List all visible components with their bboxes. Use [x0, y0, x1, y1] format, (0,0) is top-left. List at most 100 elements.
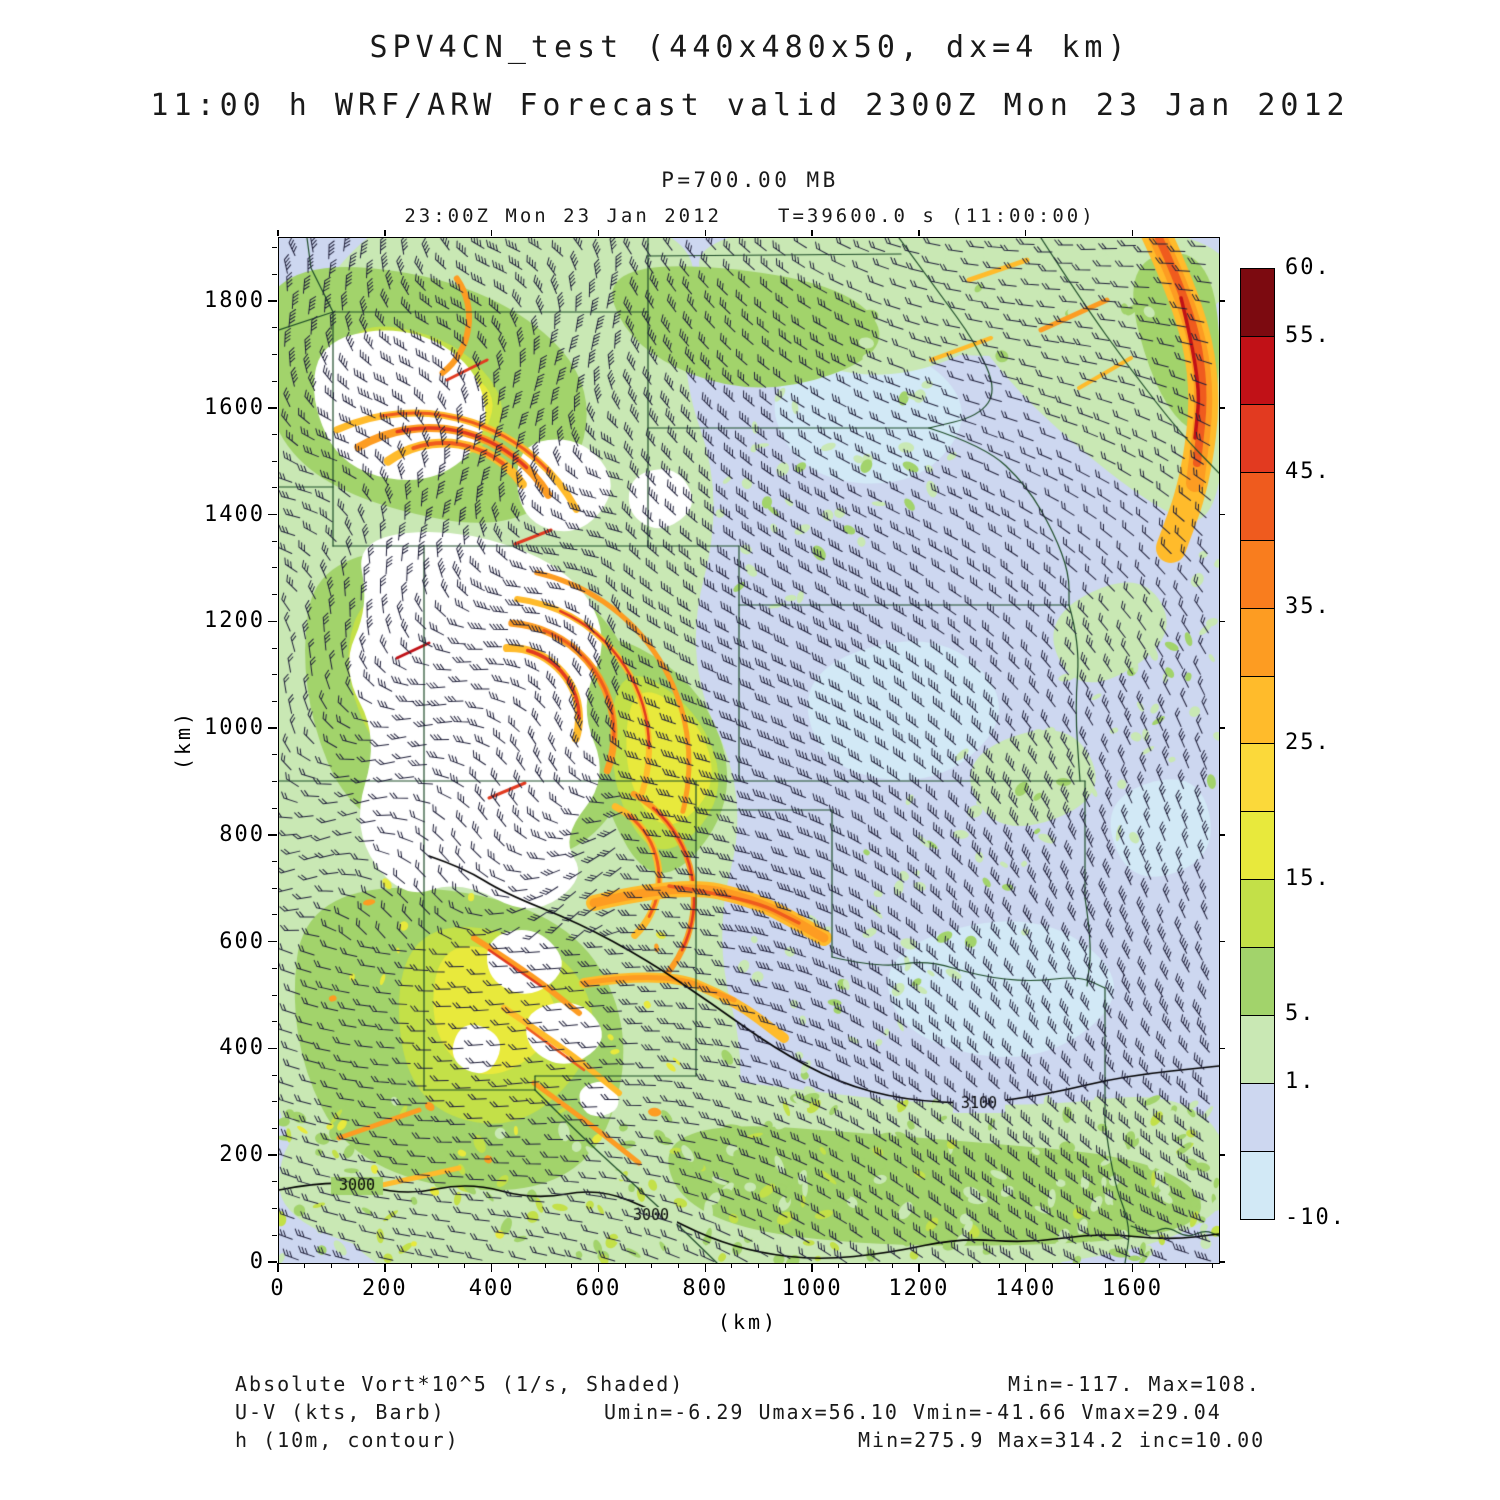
y-tick-label: 1400 — [204, 501, 265, 527]
x-tick-mark — [490, 1263, 493, 1272]
x-minor-tick — [304, 1263, 306, 1268]
valid-time-row: 23:00Z Mon 23 Jan 2012 T=39600.0 s (11:0… — [0, 205, 1500, 227]
y-tick-mark — [268, 620, 277, 623]
x-minor-tick — [571, 1263, 573, 1268]
x-tick-label: 1000 — [781, 1276, 843, 1301]
y-tick-mark — [268, 1154, 277, 1156]
y-tick-label: 800 — [219, 821, 265, 847]
legend-shaded-stats: Min=-117. Max=108. — [1008, 1372, 1261, 1396]
y-minor-tick — [272, 273, 277, 275]
y-tick-mark-right — [1219, 513, 1225, 516]
x-minor-tick — [731, 1263, 733, 1268]
colorbar-label: 15. — [1285, 865, 1331, 891]
x-minor-tick — [1105, 1263, 1107, 1268]
colorbar-cell — [1241, 471, 1274, 540]
y-tick-mark-right — [1219, 940, 1225, 943]
x-minor-tick — [945, 1263, 947, 1268]
y-tick-mark-right — [1219, 1047, 1225, 1050]
forecast-map-canvas — [279, 238, 1219, 1263]
y-minor-tick — [272, 434, 277, 436]
colorbar-cell — [1241, 335, 1274, 404]
x-tick-mark-top — [918, 230, 920, 236]
x-axis-title: (km) — [717, 1310, 779, 1334]
colorbar-cell — [1241, 879, 1274, 948]
colorbar-cell — [1241, 811, 1274, 880]
forecast-seconds-label: T=39600.0 s (11:00:00) — [778, 205, 1096, 227]
x-tick-mark-top — [597, 230, 600, 236]
x-minor-tick — [411, 1263, 413, 1268]
y-minor-tick — [272, 353, 277, 355]
x-minor-tick — [517, 1263, 519, 1268]
y-tick-mark — [268, 407, 277, 409]
x-tick-label: 1600 — [1102, 1276, 1164, 1301]
y-minor-tick — [272, 914, 277, 916]
y-minor-tick — [272, 460, 277, 462]
legend-shaded-label: Absolute Vort*10^5 (1/s, Shaded) — [235, 1372, 685, 1396]
x-minor-tick — [464, 1263, 466, 1268]
y-tick-mark — [268, 300, 277, 302]
y-minor-tick — [272, 594, 277, 596]
legend-contour-label: h (10m, contour) — [235, 1428, 460, 1452]
colorbar-cell — [1241, 1015, 1274, 1084]
y-minor-tick — [272, 1074, 277, 1076]
colorbar-cell — [1241, 607, 1274, 676]
x-minor-tick — [624, 1263, 626, 1268]
x-minor-tick — [758, 1263, 760, 1268]
colorbar-label: 25. — [1285, 730, 1331, 755]
pressure-level-label: P=700.00 MB — [661, 168, 839, 192]
x-tick-mark-top — [384, 230, 386, 236]
y-tick-mark — [268, 513, 277, 516]
y-tick-mark-right — [1219, 620, 1225, 623]
colorbar-label: 1. — [1285, 1069, 1316, 1095]
colorbar-cell — [1241, 1150, 1274, 1219]
y-tick-mark-right — [1219, 1154, 1225, 1156]
colorbar-label: 60. — [1285, 255, 1331, 280]
y-minor-tick — [272, 674, 277, 676]
x-tick-mark-top — [490, 230, 493, 236]
x-minor-tick — [1051, 1263, 1053, 1268]
y-minor-tick — [272, 807, 277, 809]
y-minor-tick — [272, 247, 277, 249]
y-minor-tick — [272, 1021, 277, 1023]
legend-barb-stats: Umin=-6.29 Umax=56.10 Vmin=-41.66 Vmax=2… — [604, 1400, 1222, 1424]
x-tick-label: 0 — [270, 1276, 286, 1301]
y-minor-tick — [272, 487, 277, 489]
y-minor-tick — [272, 1234, 277, 1236]
x-tick-label: 400 — [468, 1276, 515, 1301]
x-tick-label: 1400 — [995, 1276, 1057, 1301]
y-tick-mark-right — [1219, 834, 1225, 836]
x-tick-mark-top — [1024, 230, 1027, 236]
x-minor-tick — [437, 1263, 439, 1268]
valid-time-label: 23:00Z Mon 23 Jan 2012 — [404, 205, 722, 227]
plot-subtitle: 11:00 h WRF/ARW Forecast valid 2300Z Mon… — [150, 88, 1350, 123]
x-tick-mark — [811, 1263, 813, 1272]
y-minor-tick — [272, 754, 277, 756]
colorbar-label: -10. — [1285, 1205, 1346, 1230]
x-minor-tick — [544, 1263, 546, 1268]
x-minor-tick — [357, 1263, 359, 1268]
colorbar-cell — [1241, 403, 1274, 472]
x-tick-mark-top — [811, 230, 813, 236]
y-tick-mark-right — [1219, 1261, 1225, 1263]
y-tick-mark — [268, 1261, 277, 1263]
colorbar-cell — [1241, 269, 1274, 336]
x-minor-tick — [971, 1263, 973, 1268]
colorbar-label: 5. — [1285, 1001, 1316, 1027]
x-minor-tick — [891, 1263, 893, 1268]
x-tick-mark-top — [1131, 230, 1134, 236]
x-tick-mark — [384, 1263, 386, 1272]
y-minor-tick — [272, 1101, 277, 1103]
x-tick-mark — [277, 1263, 279, 1272]
y-minor-tick — [272, 380, 277, 382]
y-minor-tick — [272, 1181, 277, 1183]
y-minor-tick — [272, 887, 277, 889]
y-minor-tick — [272, 700, 277, 702]
legend-barb-label: U-V (kts, Barb) — [235, 1400, 446, 1424]
x-tick-mark — [918, 1263, 920, 1272]
y-tick-mark-right — [1219, 727, 1225, 729]
x-minor-tick — [1078, 1263, 1080, 1268]
x-minor-tick — [1185, 1263, 1187, 1268]
x-tick-mark — [1024, 1263, 1027, 1272]
y-tick-label: 200 — [219, 1142, 265, 1168]
